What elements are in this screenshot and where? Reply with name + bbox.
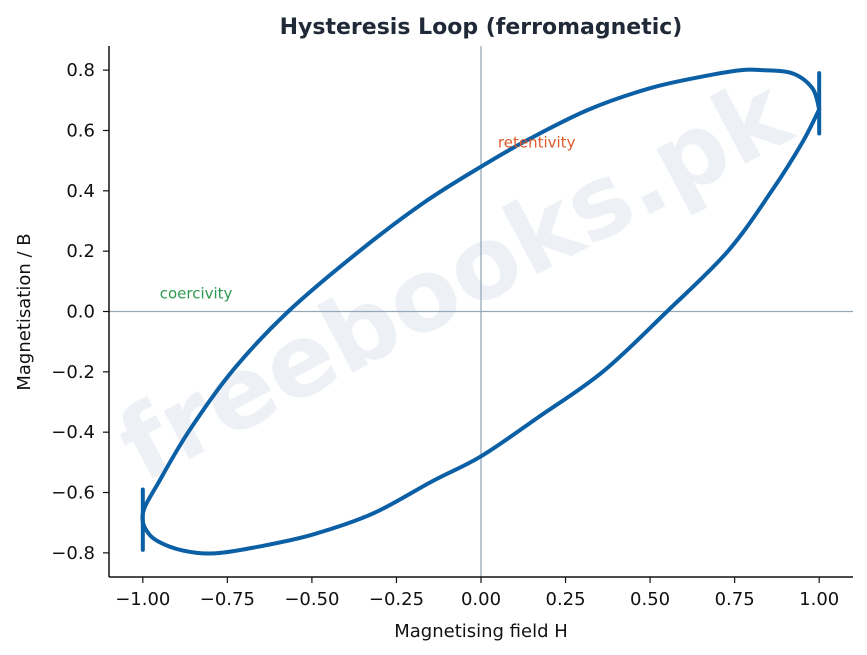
x-tick-label: −0.50 (284, 589, 339, 610)
y-tick-label: 0.8 (66, 60, 95, 81)
x-axis-label: Magnetising field H (394, 621, 568, 642)
y-tick-label: −0.6 (51, 483, 95, 504)
x-tick-label: 0.00 (461, 589, 501, 610)
reference-lines (109, 46, 853, 577)
x-tick-label: 0.75 (715, 589, 755, 610)
x-axis-ticks: −1.00 −0.75 −0.50 −0.25 0.00 0.25 0.50 0.75 1.00 (115, 577, 839, 610)
x-tick-label: −1.00 (115, 589, 170, 610)
x-tick-label: −0.25 (369, 589, 424, 610)
y-tick-label: −0.8 (51, 543, 95, 564)
y-tick-label: 0.2 (66, 241, 95, 262)
y-tick-label: 0.0 (66, 302, 95, 323)
y-tick-label: −0.2 (51, 362, 95, 383)
x-tick-label: 0.25 (546, 589, 586, 610)
y-tick-label: −0.4 (51, 422, 95, 443)
y-axis-label: Magnetisation / B (14, 233, 35, 390)
annotation-retentivity: retentivity (498, 134, 576, 152)
y-axis-ticks: −0.8 −0.6 −0.4 −0.2 0.0 0.2 0.4 0.6 0.8 (51, 60, 109, 564)
chart-title: Hysteresis Loop (ferromagnetic) (280, 15, 683, 40)
x-tick-label: 1.00 (799, 589, 839, 610)
y-tick-label: 0.4 (66, 181, 95, 202)
x-tick-label: −0.75 (200, 589, 255, 610)
annotation-coercivity: coercivity (160, 284, 233, 302)
y-tick-label: 0.6 (66, 120, 95, 141)
annotation-layer: retentivity coercivity (160, 134, 576, 303)
x-tick-label: 0.50 (630, 589, 670, 610)
curve-layer (140, 67, 822, 556)
